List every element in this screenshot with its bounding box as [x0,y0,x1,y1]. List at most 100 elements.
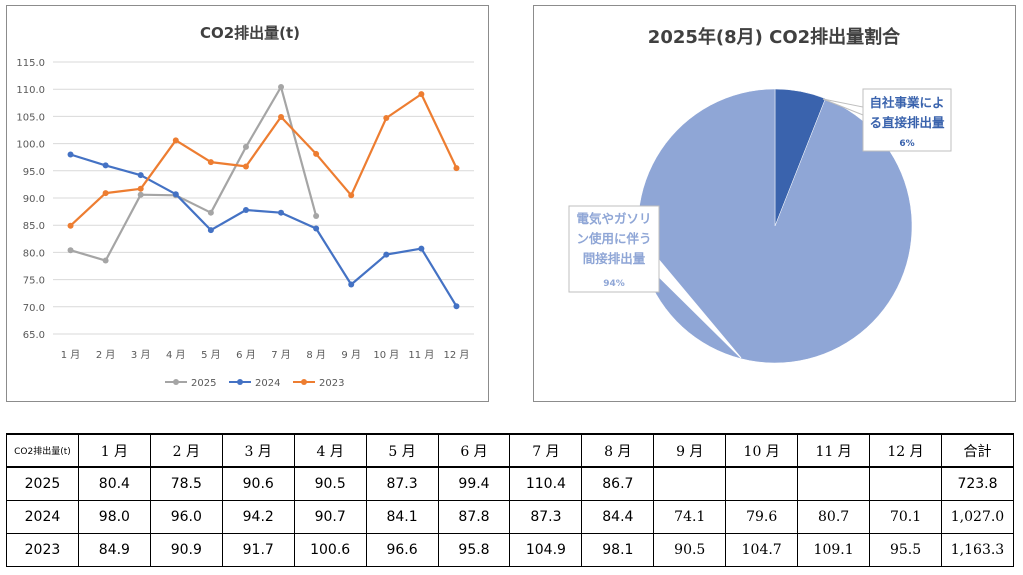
slice-1-label-line: 自社事業によ [869,95,944,110]
table-cell: 90.6 [221,466,295,501]
table-row: 2025 80.4 78.5 90.6 90.5 87.3 99.4 110.4 86.7 723… [6,466,1015,501]
y-tick-label: 85.0 [23,221,45,232]
data-point-2023 [67,222,74,229]
data-point-2025 [278,84,285,91]
table-cell: 84.1 [365,499,439,534]
x-tick-label: 8 月 [306,349,326,361]
table-row: 2023 84.9 90.9 91.7 100.6 96.6 95.8 104.9 98.1 90… [6,532,1015,568]
callout-box-2 [568,205,660,293]
line-chart-title: CO2排出量(t) [200,24,300,42]
data-point-2023 [418,91,425,98]
y-tick-label: 75.0 [23,276,45,287]
data-point-2024 [278,209,285,216]
table-cell [725,466,799,501]
slice-1-label-line: る直接排出量 [869,115,945,130]
table-cell: 98.1 [581,532,655,568]
slice-2-percent: 94% [603,279,625,289]
table-header-month: 8 月 [581,433,655,468]
table-header-month: 9 月 [653,433,727,468]
table-header-month: 合計 [940,433,1015,468]
table-cell: 84.4 [581,499,655,534]
table-header-month: 1 月 [77,433,151,468]
x-tick-label: 11 月 [408,349,434,361]
data-point-2023 [278,113,285,120]
table-row: 2024 98.0 96.0 94.2 90.7 84.1 87.8 87.3 84.4 74.1… [6,499,1015,534]
table-cell: 100.6 [293,532,367,568]
data-point-2025 [102,257,109,264]
table-row-year: 2024 [6,499,79,534]
data-point-2025 [137,191,144,198]
table-cell: 99.4 [437,466,511,501]
table-header-month: 12 月 [869,433,942,468]
table-cell: 90.7 [293,499,367,534]
slice-2-label-line: 間接排出量 [583,251,646,266]
y-tick-label: 105.0 [16,112,45,123]
data-point-2023 [313,150,320,157]
pie-slice-2 [637,88,913,364]
table-cell: 109.1 [797,532,871,568]
x-tick-label: 9 月 [341,349,361,361]
legend-label-2024: 2024 [255,378,280,389]
data-point-2023 [348,192,355,199]
table-cell: 87.8 [437,499,511,534]
y-tick-label: 110.0 [16,85,45,96]
table-row-year: 2023 [6,532,79,568]
table-header-month: 3 月 [221,433,295,468]
data-point-2024 [172,191,179,198]
data-point-2024 [137,172,144,179]
table-cell: 78.5 [149,466,223,501]
line-chart: CO2排出量(t) 65.0 70.0 75.0 80.0 85.0 90.0 95.0 100… [16,24,474,389]
table-cell: 1,163.3 [940,532,1015,568]
table-cell: 87.3 [509,499,583,534]
data-point-2025 [67,247,74,254]
x-tick-label: 6 月 [236,349,256,361]
y-tick-label: 65.0 [23,330,45,341]
data-point-2023 [102,190,109,197]
table-cell: 723.8 [940,466,1015,501]
data-point-2024 [383,251,390,258]
table-corner-label: CO2排出量(t) [6,433,79,468]
x-tick-label: 12 月 [444,349,470,361]
table-cell: 90.9 [149,532,223,568]
data-point-2025 [207,209,214,216]
table-cell: 90.5 [653,532,727,568]
legend-marker-2024 [237,379,243,385]
table-cell: 80.4 [77,466,151,501]
table-header-month: 7 月 [509,433,583,468]
table-cell: 96.6 [365,532,439,568]
x-tick-label: 7 月 [271,349,291,361]
line-chart-panel: CO2排出量(t) 65.0 70.0 75.0 80.0 85.0 90.0 95.0 100… [6,5,489,402]
x-tick-label: 4 月 [166,349,186,361]
legend-label-2025: 2025 [191,378,216,389]
x-tick-label: 2 月 [96,349,116,361]
table-cell: 96.0 [149,499,223,534]
table-body: 2025 80.4 78.5 90.6 90.5 87.3 99.4 110.4 86.7 723… [6,466,1015,568]
data-point-2024 [313,225,320,232]
pie-chart-title: 2025年(8月) CO2排出量割合 [648,26,901,48]
table-header-month: 5 月 [365,433,439,468]
table-cell: 74.1 [653,499,727,534]
table-cell: 86.7 [581,466,655,501]
legend-marker-2023 [301,379,307,385]
table-cell: 84.9 [77,532,151,568]
table-cell: 1,027.0 [940,499,1015,534]
data-point-2024 [242,206,249,213]
table-header-month: 10 月 [725,433,799,468]
table-cell: 70.1 [869,499,942,534]
y-tick-label: 70.0 [23,303,45,314]
table-header-month: 4 月 [293,433,367,468]
data-point-2024 [348,281,355,288]
table-cell: 80.7 [797,499,871,534]
table-cell: 90.5 [293,466,367,501]
series-line-2024 [70,153,458,307]
callout-box-1 [862,88,952,152]
table-row-year: 2025 [6,466,79,501]
y-tick-label: 115.0 [16,58,45,69]
data-point-2023 [453,165,460,172]
table-cell: 95.8 [437,532,511,568]
data-point-2024 [207,227,214,234]
data-point-2024 [453,303,460,310]
slice-2-label-line: 電気やガソリ [576,211,651,226]
